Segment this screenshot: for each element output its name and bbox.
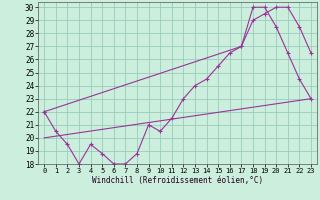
X-axis label: Windchill (Refroidissement éolien,°C): Windchill (Refroidissement éolien,°C) xyxy=(92,176,263,185)
